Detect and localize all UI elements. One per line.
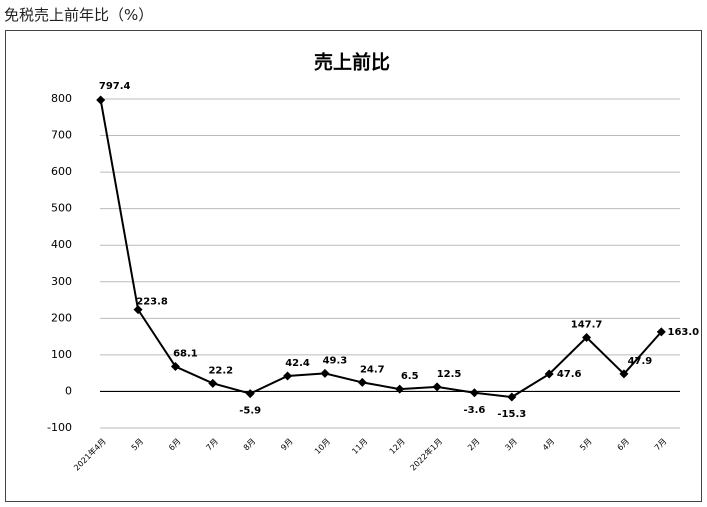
marker (245, 389, 255, 399)
marker (656, 327, 666, 337)
x-tick-label: 2022年1月 (408, 436, 444, 472)
x-tick-label: 3月 (503, 437, 519, 453)
x-tick-label: 7月 (204, 437, 220, 453)
data-label: -15.3 (497, 409, 526, 420)
marker (544, 369, 554, 379)
data-label: 47.9 (628, 356, 653, 367)
marker (208, 378, 218, 388)
x-tick-label: 10月 (313, 437, 332, 456)
data-label: 6.5 (401, 371, 419, 382)
y-tick-label: 300 (51, 275, 72, 288)
data-label: 24.7 (360, 364, 385, 375)
x-tick-label: 11月 (350, 437, 369, 456)
marker (133, 305, 143, 315)
chart-frame (5, 30, 702, 502)
y-tick-label: 600 (51, 165, 72, 178)
marker (283, 371, 293, 381)
data-label: -5.9 (239, 406, 261, 417)
y-tick-label: 500 (51, 202, 72, 215)
line-series (99, 99, 663, 399)
marker (469, 388, 479, 398)
y-tick-label: 400 (51, 238, 72, 251)
marker (582, 332, 592, 342)
data-label: 147.7 (571, 319, 603, 330)
x-tick-label: 4月 (541, 437, 557, 453)
marker (432, 382, 442, 392)
marker (96, 95, 106, 105)
data-label: 49.3 (323, 355, 348, 366)
y-tick-label: -100 (47, 421, 72, 434)
marker (320, 368, 330, 378)
marker (357, 377, 367, 387)
marker (619, 369, 629, 379)
x-tick-label: 8月 (242, 437, 258, 453)
data-label: 223.8 (136, 297, 168, 308)
data-label: 797.4 (99, 81, 131, 92)
caption: 免税売上前年比（%） (4, 6, 154, 24)
x-tick-label: 5月 (130, 437, 146, 453)
y-tick-label: 700 (51, 129, 72, 142)
x-tick-label: 6月 (167, 437, 183, 453)
y-tick-label: 200 (51, 311, 72, 324)
data-label: 12.5 (437, 369, 462, 380)
marker (395, 384, 405, 394)
x-tick-label: 2月 (466, 437, 482, 453)
y-tick-label: 800 (51, 92, 72, 105)
data-label: 68.1 (173, 349, 198, 360)
x-tick-label: 12月 (388, 437, 407, 456)
marker (170, 362, 180, 372)
chart-title: 売上前比 (314, 51, 390, 74)
y-tick-label: 0 (65, 384, 72, 397)
marker (507, 392, 517, 402)
data-label: 42.4 (285, 358, 310, 369)
x-tick-label: 6月 (615, 437, 631, 453)
data-label: 163.0 (667, 327, 699, 338)
x-tick-label: 7月 (653, 437, 669, 453)
y-tick-label: 100 (51, 348, 72, 361)
data-label: 47.6 (557, 369, 582, 380)
x-tick-label: 2021年4月 (71, 436, 107, 472)
x-tick-label: 9月 (279, 437, 295, 453)
data-label: -3.6 (464, 405, 486, 416)
data-label: 22.2 (208, 365, 233, 376)
x-tick-label: 5月 (578, 437, 594, 453)
